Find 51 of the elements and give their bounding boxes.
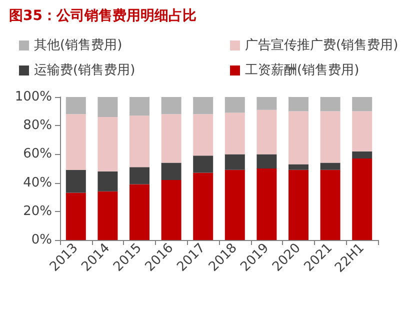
y-tick-label: 0% — [31, 232, 52, 248]
bar — [66, 192, 86, 240]
bar — [256, 97, 277, 110]
bar — [66, 114, 86, 170]
bar — [256, 110, 277, 154]
bar — [193, 97, 214, 114]
bar — [161, 114, 182, 163]
bar — [320, 111, 340, 163]
bar — [288, 170, 308, 240]
bar — [224, 112, 245, 154]
bar — [98, 97, 118, 118]
bar — [352, 151, 372, 158]
bar — [130, 97, 150, 116]
y-tick-label: 100% — [14, 90, 52, 104]
bar — [352, 111, 372, 152]
y-tick-label: 20% — [23, 204, 52, 219]
legend-label: 其他(销售费用) — [34, 38, 122, 53]
bar — [352, 97, 372, 112]
chart-title: 图35：公司销售费用明细占比 — [9, 8, 196, 24]
bar — [320, 162, 340, 170]
bar — [98, 191, 118, 240]
bar — [288, 164, 308, 170]
bar — [224, 97, 245, 113]
bar — [193, 114, 214, 156]
bar — [256, 154, 277, 168]
bar — [288, 97, 308, 112]
bar — [352, 158, 372, 240]
y-tick-label: 60% — [23, 146, 52, 162]
bar — [161, 97, 182, 114]
bar — [66, 97, 86, 114]
y-tick-label: 40% — [23, 175, 52, 190]
bar — [193, 156, 214, 173]
bar — [130, 184, 150, 240]
legend-label: 广告宣传推广费(销售费用) — [245, 37, 398, 53]
bar — [320, 97, 340, 112]
legend-label: 运输费(销售费用) — [34, 63, 136, 78]
bar — [224, 170, 245, 240]
bar — [98, 117, 118, 172]
y-tick-label: 80% — [23, 118, 52, 134]
legend-label: 工资薪酬(销售费用) — [245, 63, 360, 78]
bar — [320, 170, 340, 240]
bar — [130, 116, 150, 168]
bar — [256, 168, 277, 240]
bar — [161, 180, 182, 240]
bar — [66, 170, 86, 193]
bar — [130, 167, 150, 184]
bar — [161, 162, 182, 180]
bar — [224, 154, 245, 170]
bar — [288, 111, 308, 164]
bar — [98, 171, 118, 192]
bar — [193, 172, 214, 240]
